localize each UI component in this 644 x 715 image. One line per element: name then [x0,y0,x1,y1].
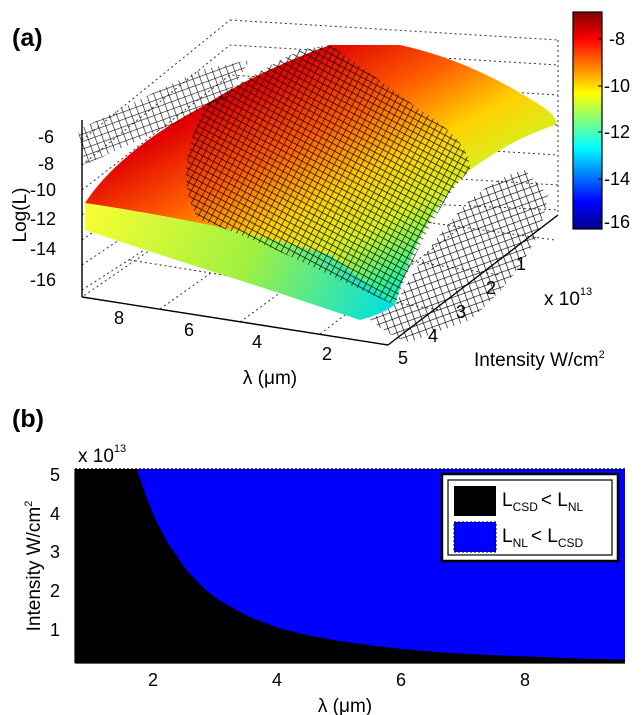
x-tick: 2 [322,344,332,364]
panel-a-label: (a) [12,24,43,52]
colorbar-ticks: -8 -10 -12 -14 -16 [598,29,630,232]
panel-a: (a) -6 -8 -10 [10,11,630,389]
y-tick-b: 3 [50,542,60,562]
panel-b-label: (b) [12,405,44,433]
z-tick: -6 [38,127,54,147]
y-ticks: 1 2 3 4 5 [398,254,526,368]
y-tick-b: 4 [50,504,60,524]
colorbar-tick: -10 [604,76,630,96]
z-tick: -14 [30,239,56,259]
z-tick: -10 [30,180,56,200]
z-ticks: -6 -8 -10 -12 -14 -16 [30,127,56,290]
legend: LCSD < LNL LNL < LCSD [440,472,620,563]
y-tick: 3 [456,302,466,322]
y-tick-b: 5 [50,465,60,485]
x-tick: 6 [184,320,194,340]
x-tick-b: 4 [272,670,282,690]
y-tick: 1 [516,254,526,274]
z-tick: -8 [38,154,54,174]
colorbar-tick: -16 [604,212,630,232]
legend-swatch-1 [453,521,497,553]
colorbar-tick: -8 [609,29,625,49]
x-tick-b: 6 [396,670,406,690]
z-tick: -12 [30,209,56,229]
x-axis-label: λ (μm) [243,368,297,389]
y-ticks-b: 5 4 3 2 1 [50,465,60,640]
legend-entry-1: LNL < LCSD [502,526,584,550]
y-tick-b: 2 [50,581,60,601]
z-tick: -16 [30,270,56,290]
legend-entry-0: LCSD < LNL [502,490,584,514]
x-axis-label-b: λ (μm) [318,696,372,715]
x-tick: 4 [252,332,262,352]
legend-swatch-0 [454,486,496,516]
colorbar [572,11,603,230]
y-tick: 5 [398,348,408,368]
panel-b: (b) x 1013 5 4 3 2 1 Intensity W/cm2 2 4… [12,405,625,715]
colorbar-tick: -14 [604,169,630,189]
y-axis-label: Intensity W/cm2 [474,349,605,371]
x-ticks-b: 2 4 6 8 [148,670,530,690]
x-tick-b: 2 [148,670,158,690]
y-tick-b: 1 [50,620,60,640]
x-tick-b: 8 [520,670,530,690]
y-axis-label-b: Intensity W/cm2 [23,501,45,632]
y-exponent: x 1013 [544,286,592,310]
y-tick: 4 [428,326,438,346]
x-ticks: 8 6 4 2 [114,308,332,364]
region-below-boundary [75,469,625,663]
x-tick: 8 [114,308,124,328]
z-axis-label: Log(L) [10,188,31,243]
y-exponent-b: x 1013 [78,443,126,467]
colorbar-tick: -12 [604,122,630,142]
y-tick: 2 [486,278,496,298]
x-axis-line [81,296,389,346]
surface-mesh [78,45,548,342]
y-axis-line [387,214,559,346]
